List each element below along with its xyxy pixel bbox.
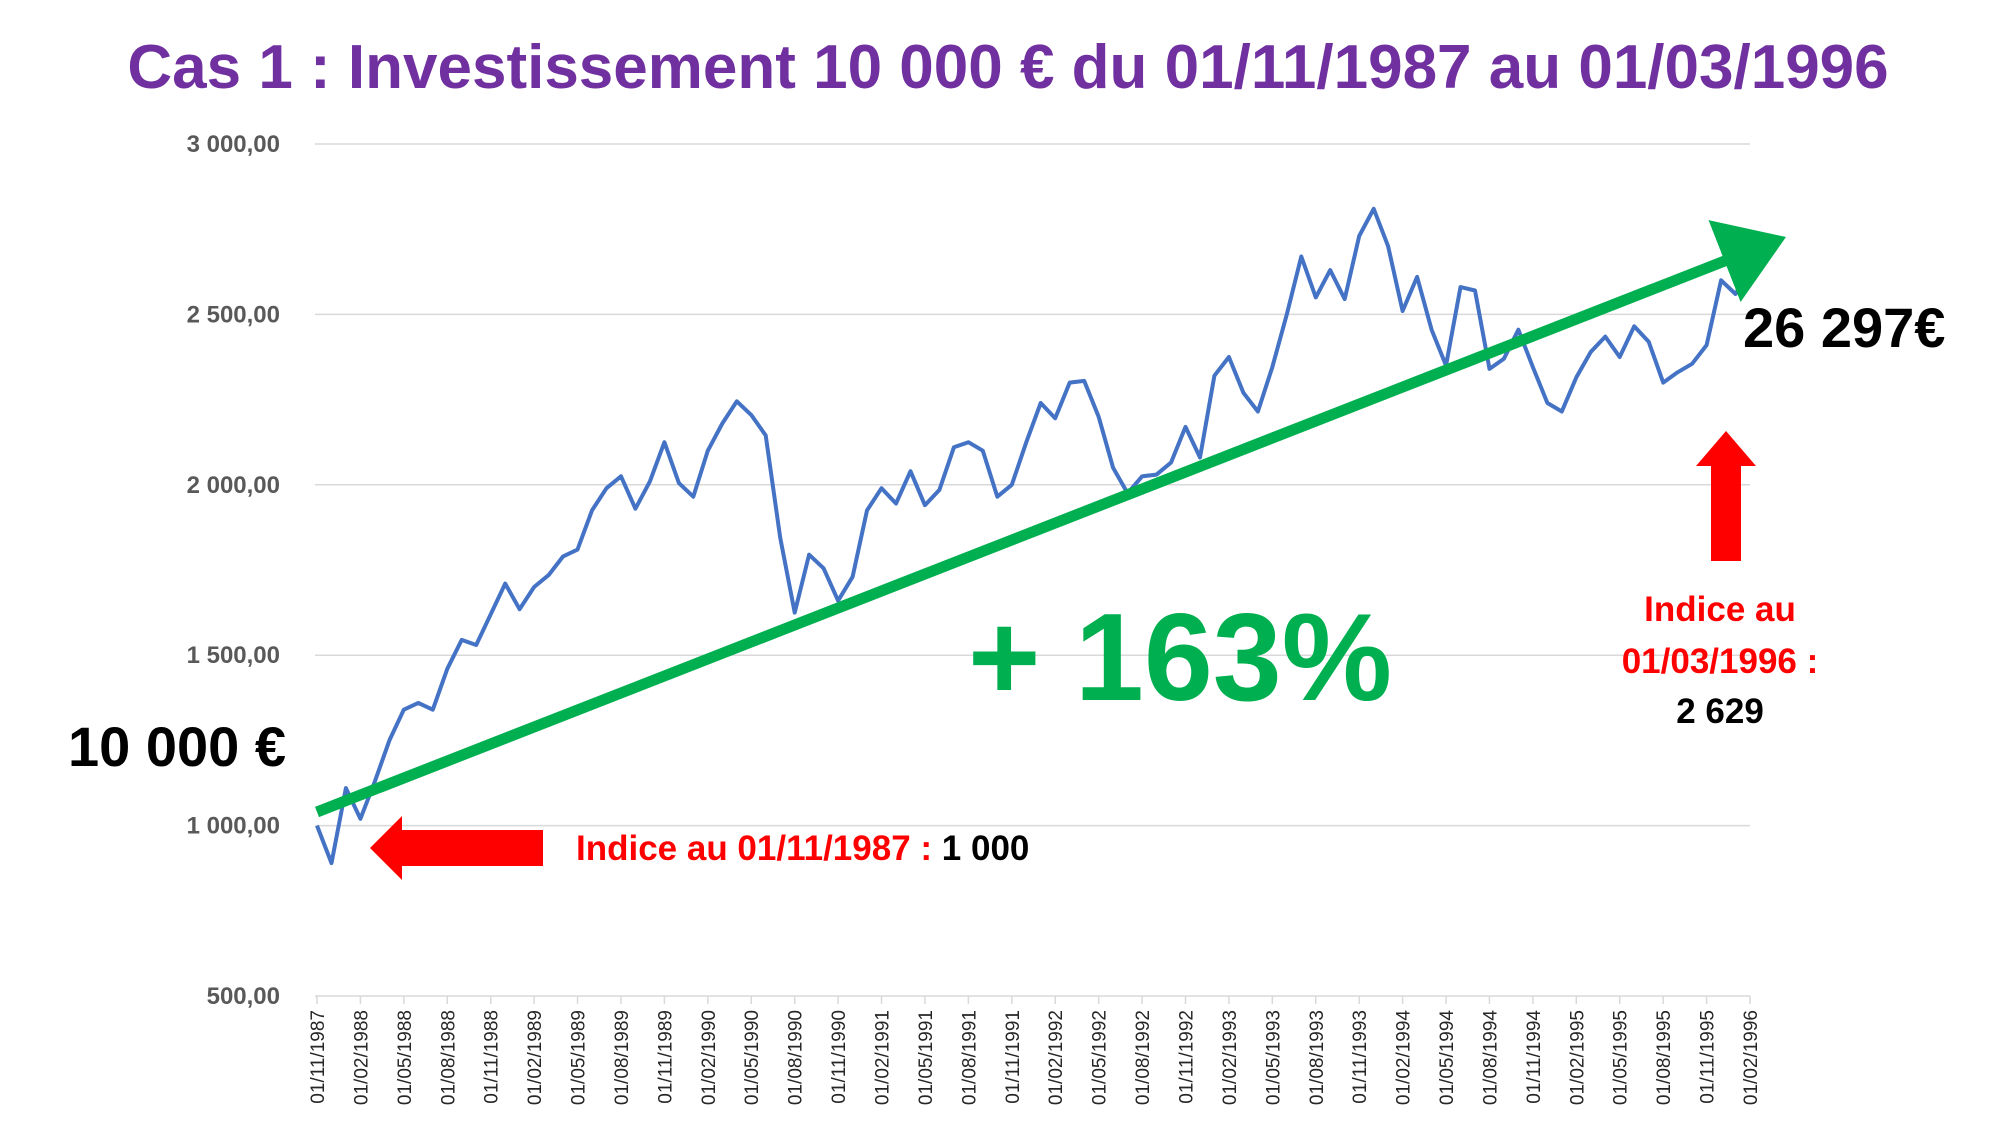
x-tick-label: 01/02/1994 [1394,1010,1415,1106]
trend-arrow [314,220,1786,818]
start-index-label: Indice au 01/11/1987 : 1 000 [576,829,1029,868]
end-index-label-line2: 01/03/1996 : [1622,642,1819,681]
x-tick-label: 01/02/1992 [1046,1010,1067,1105]
y-tick-label: 500,00 [207,983,280,1010]
end-amount-label: 26 297€ [1743,296,1945,359]
x-tick-label: 01/11/1994 [1524,1010,1545,1104]
gridlines [315,143,1750,997]
x-tick-label: 01/05/1993 [1263,1010,1284,1105]
x-tick-label: 01/11/1987 [308,1010,329,1104]
x-tick-label: 01/11/1988 [482,1010,503,1104]
x-tick-label: 01/08/1992 [1133,1010,1154,1105]
x-tick-label: 01/08/1990 [786,1010,807,1105]
x-tick-label: 01/02/1995 [1567,1010,1588,1105]
x-tick-label: 01/08/1988 [438,1010,459,1105]
x-tick-label: 01/02/1989 [525,1010,546,1105]
x-tick-label: 01/08/1989 [612,1010,633,1105]
end-index-value: 2 629 [1676,692,1764,731]
x-tick-label: 01/05/1989 [569,1010,590,1105]
x-tick-label: 01/02/1993 [1220,1010,1241,1105]
x-tick-label: 01/11/1990 [829,1010,850,1104]
x-tick-label: 01/11/1992 [1176,1010,1197,1104]
x-tick-label: 01/11/1995 [1698,1010,1719,1104]
x-tick-label: 01/05/1992 [1090,1010,1111,1105]
x-tick-label: 01/08/1994 [1480,1010,1501,1106]
y-tick-label: 1 500,00 [187,642,280,669]
x-tick-label: 01/05/1988 [395,1010,416,1105]
start-red-arrow [370,816,543,880]
x-tick-label: 01/08/1995 [1654,1010,1675,1105]
x-tick-label: 01/05/1995 [1611,1010,1632,1105]
y-axis: 3 000,00 2 500,00 2 000,00 1 500,00 1 000,00… [187,131,280,1010]
y-tick-label: 2 500,00 [187,301,280,328]
x-tick-label: 01/02/1996 [1741,1010,1762,1105]
x-tick-label: 01/05/1990 [742,1010,763,1105]
x-tick-label: 01/11/1991 [1003,1010,1024,1104]
x-axis: 01/11/1987 01/02/1988 01/05/1988 01/08/1988… [308,996,1762,1105]
y-tick-label: 2 000,00 [187,472,280,499]
y-tick-label: 3 000,00 [187,131,280,158]
x-tick-label: 01/08/1993 [1307,1010,1328,1105]
x-tick-label: 01/02/1988 [351,1010,372,1105]
y-tick-label: 1 000,00 [187,813,280,840]
end-red-arrow [1696,431,1756,561]
x-tick-label: 01/02/1990 [699,1010,720,1105]
end-index-label-line1: Indice au [1644,590,1796,629]
x-tick-label: 01/05/1994 [1437,1010,1458,1106]
x-tick-label: 01/08/1991 [959,1010,980,1105]
x-tick-label: 01/11/1989 [655,1010,676,1104]
start-amount-label: 10 000 € [68,715,286,778]
percent-gain-label: + 163% [968,589,1392,727]
x-tick-label: 01/05/1991 [916,1010,937,1105]
x-tick-label: 01/02/1991 [873,1010,894,1105]
chart-title: Cas 1 : Investissement 10 000 € du 01/11… [127,33,1888,102]
x-tick-label: 01/11/1993 [1350,1010,1371,1104]
